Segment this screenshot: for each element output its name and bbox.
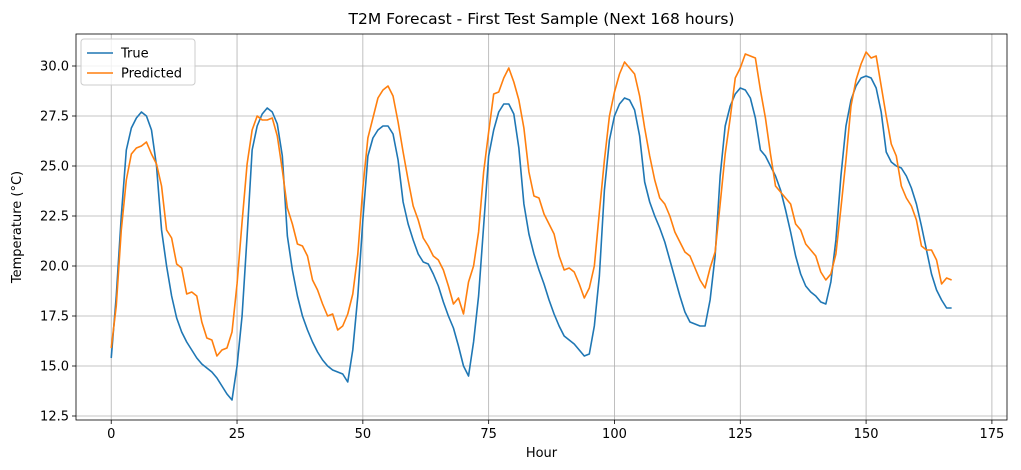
- x-axis-ticks: 0 25 50 75 100 125 150 175: [107, 420, 1004, 442]
- x-tick-label: 0: [107, 427, 115, 442]
- legend: True Predicted: [80, 38, 196, 86]
- y-tick-label: 20.0: [40, 260, 69, 275]
- y-tick-label: 22.5: [40, 210, 69, 225]
- plot-frame: [75, 33, 1008, 421]
- x-tick-label: 50: [355, 427, 372, 442]
- x-tick-label: 25: [229, 427, 246, 442]
- y-tick-label: 25.0: [40, 160, 69, 175]
- y-tick-label: 17.5: [40, 310, 69, 325]
- chart-title: T2M Forecast - First Test Sample (Next 1…: [348, 10, 735, 28]
- grid: [76, 34, 1007, 420]
- x-tick-label: 75: [480, 427, 497, 442]
- x-axis-label: Hour: [526, 446, 558, 461]
- y-axis-ticks: 12.5 15.0 17.5 20.0 22.5 25.0 27.5 30.0: [40, 60, 76, 425]
- x-tick-label: 150: [854, 427, 879, 442]
- series-line-predicted: [110, 51, 952, 357]
- series-line-true: [110, 75, 952, 401]
- x-tick-label: 175: [979, 427, 1004, 442]
- y-tick-label: 15.0: [40, 360, 69, 375]
- y-tick-label: 27.5: [40, 110, 69, 125]
- y-axis-label: Temperature (°C): [10, 171, 25, 284]
- series-lines: [110, 51, 952, 401]
- legend-label-true: True: [120, 47, 149, 62]
- legend-label-predicted: Predicted: [121, 67, 182, 82]
- x-tick-label: 125: [728, 427, 753, 442]
- y-tick-label: 12.5: [40, 410, 69, 425]
- x-tick-label: 100: [602, 427, 627, 442]
- y-tick-label: 30.0: [40, 60, 69, 75]
